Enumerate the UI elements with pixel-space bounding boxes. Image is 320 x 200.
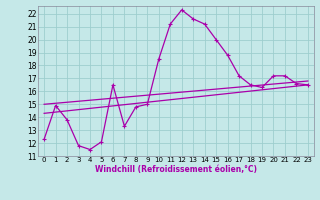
X-axis label: Windchill (Refroidissement éolien,°C): Windchill (Refroidissement éolien,°C)	[95, 165, 257, 174]
